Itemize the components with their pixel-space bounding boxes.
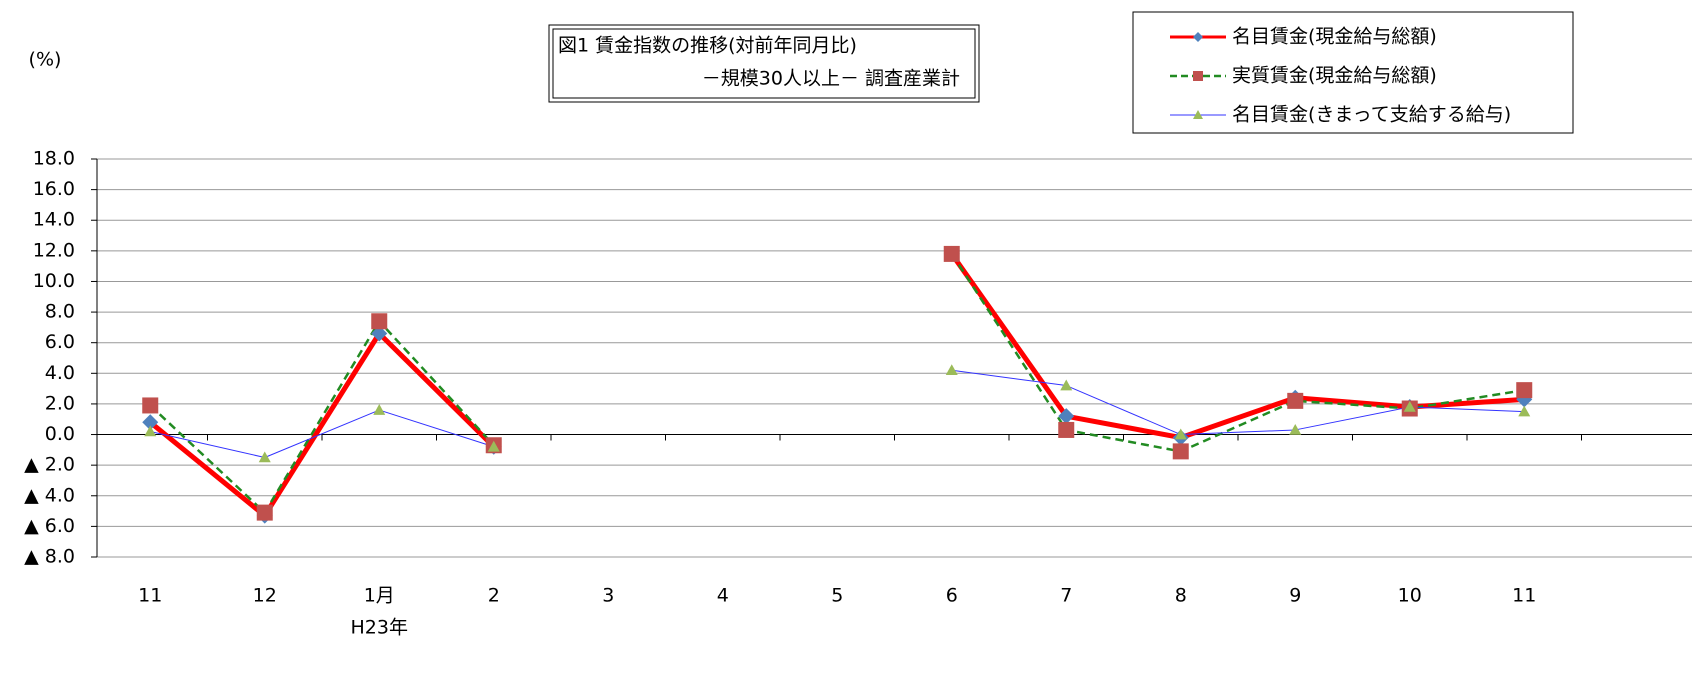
- x-tick-label: 11: [138, 585, 162, 607]
- marker: [142, 397, 159, 414]
- marker: [1060, 379, 1073, 391]
- marker: [487, 440, 500, 452]
- series-line: [148, 252, 1525, 519]
- annotation: H23年: [351, 617, 408, 639]
- legend-label: 名目賃金(きまって支給する給与): [1232, 104, 1511, 126]
- x-tick-label: 3: [602, 585, 614, 607]
- marker: [371, 325, 388, 342]
- y-tick-label: ▲ 4.0: [24, 484, 75, 506]
- x-tick-label: 11: [1512, 585, 1536, 607]
- y-tick-label: 18.0: [33, 148, 75, 170]
- x-tick-label: 4: [717, 585, 729, 607]
- y-tick-label: 10.0: [33, 270, 75, 292]
- y-tick-label: 2.0: [45, 392, 75, 414]
- chart-subtitle: －規模30人以上－ 調査産業計: [702, 68, 960, 90]
- marker: [1516, 382, 1533, 399]
- marker: [256, 504, 273, 521]
- series-line: [150, 369, 1525, 458]
- y-tick-label: ▲ 2.0: [24, 454, 75, 476]
- y-axis-label: (%): [29, 49, 62, 71]
- marker: [258, 451, 271, 463]
- x-tick-label: 1月: [364, 585, 395, 607]
- x-tick-label: 7: [1060, 585, 1072, 607]
- y-tick-label: 4.0: [45, 362, 75, 384]
- y-tick-label: 8.0: [45, 301, 75, 323]
- marker: [1518, 405, 1531, 417]
- marker: [1174, 428, 1187, 440]
- title-box-inner: [552, 28, 976, 99]
- y-tick-label: 14.0: [33, 209, 75, 231]
- y-tick-label: 6.0: [45, 331, 75, 353]
- x-tick-label: 6: [946, 585, 958, 607]
- y-tick-label: 12.0: [33, 239, 75, 261]
- marker: [144, 425, 157, 437]
- y-tick-label: 16.0: [33, 178, 75, 200]
- marker: [1058, 421, 1075, 438]
- y-tick-label: 0.0: [45, 423, 75, 445]
- x-tick-label: 12: [253, 585, 277, 607]
- series-line: [149, 253, 1525, 514]
- marker: [1289, 423, 1302, 435]
- legend-box: [1132, 11, 1574, 134]
- y-tick-label: ▲ 6.0: [24, 515, 75, 537]
- x-tick-label: 10: [1398, 585, 1422, 607]
- legend-label: 名目賃金(現金給与総額): [1232, 26, 1437, 48]
- x-tick-label: 8: [1175, 585, 1187, 607]
- x-tick-label: 9: [1289, 585, 1301, 607]
- marker: [943, 245, 960, 262]
- marker: [142, 414, 159, 431]
- marker: [373, 404, 386, 415]
- chart-title: 図1 賃金指数の推移(対前年同月比): [558, 35, 857, 57]
- y-tick-label: ▲ 8.0: [24, 546, 75, 568]
- x-tick-label: 5: [831, 585, 843, 607]
- marker: [1403, 400, 1416, 412]
- legend-label: 実質賃金(現金給与総額): [1232, 65, 1437, 87]
- marker: [1193, 110, 1203, 119]
- marker: [1193, 32, 1203, 42]
- marker: [1172, 443, 1189, 460]
- marker: [1193, 71, 1203, 81]
- marker: [945, 364, 958, 376]
- marker: [1287, 392, 1304, 409]
- marker: [1058, 408, 1075, 425]
- x-tick-label: 2: [488, 585, 500, 607]
- marker: [371, 313, 388, 330]
